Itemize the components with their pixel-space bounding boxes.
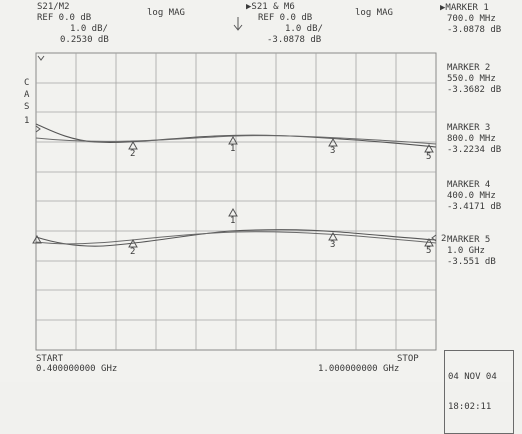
side-label-c: C <box>24 78 30 88</box>
plot-grid <box>36 53 436 350</box>
upper-trace-label-2: 2 <box>130 149 136 159</box>
marker-3-label: MARKER 3 <box>447 123 491 133</box>
left-marker-value: 0.2530 dB <box>60 35 109 45</box>
right-format-label: log MAG <box>355 8 393 18</box>
left-ref-label: REF 0.0 dB <box>37 13 92 23</box>
marker-5-value: -3.551 dB <box>447 257 496 267</box>
marker-4-freq: 400.0 MHz <box>447 191 496 201</box>
lower-trace-label-5: 5 <box>426 246 432 256</box>
trace-plot <box>32 17 437 351</box>
marker-3-value: -3.2234 dB <box>447 145 502 155</box>
marker-5-label: MARKER 5 <box>447 235 491 245</box>
upper-trace-label-3: 3 <box>330 146 336 156</box>
upper-trace-b <box>35 135 437 145</box>
timestamp-box: 04 NOV 04 18:02:11 <box>444 350 514 434</box>
top-left-marker-icon <box>37 55 45 61</box>
start-value: 0.400000000 GHz <box>36 364 118 374</box>
network-analyzer-screen: S21/M2 log MAG REF 0.0 dB 1.0 dB/ 0.2530… <box>24 2 514 434</box>
left-channel-label: S21/M2 <box>37 2 70 12</box>
lower-trace-label-3: 3 <box>330 240 336 250</box>
marker-1-freq: 700.0 MHz <box>447 14 496 24</box>
reference-position-label: 1 <box>24 116 30 126</box>
top-center-marker-icon <box>233 17 243 31</box>
marker-4-value: -3.4171 dB <box>447 202 502 212</box>
start-label: START <box>36 354 64 364</box>
marker-2-value: -3.3682 dB <box>447 85 502 95</box>
lower-marker-arrows <box>32 207 434 248</box>
side-label-s: S <box>24 102 30 112</box>
stop-label: STOP <box>397 354 419 364</box>
marker-1-value: -3.0878 dB <box>447 25 502 35</box>
right-marker-value: -3.0878 dB <box>267 35 322 45</box>
right-ref-label: REF 0.0 dB <box>258 13 313 23</box>
side-label-a: A <box>24 90 30 100</box>
lower-trace-b <box>35 231 437 245</box>
lower-trace-a <box>35 229 437 247</box>
lower-right-reference-label: 2 <box>441 234 447 244</box>
upper-marker-arrows <box>128 135 434 153</box>
marker-1-label: ▶MARKER 1 <box>440 3 489 13</box>
marker-3-freq: 800.0 MHz <box>447 134 496 144</box>
upper-trace-label-1: 1 <box>230 144 236 154</box>
right-scale-label: 1.0 dB/ <box>285 24 323 34</box>
upper-trace-label-5: 5 <box>426 152 432 162</box>
time-text: 18:02:11 <box>448 402 492 412</box>
date-text: 04 NOV 04 <box>448 372 497 382</box>
lower-trace-label-1: 1 <box>230 216 236 226</box>
left-reference-arrow <box>35 125 41 133</box>
right-channel-label: ▶S21 & M6 <box>246 2 295 12</box>
lower-trace-label-2: 2 <box>130 247 136 257</box>
marker-4-label: MARKER 4 <box>447 180 491 190</box>
marker-5-freq: 1.0 GHz <box>447 246 485 256</box>
left-scale-label: 1.0 dB/ <box>70 24 108 34</box>
marker-2-label: MARKER 2 <box>447 63 491 73</box>
left-format-label: log MAG <box>147 8 185 18</box>
stop-value: 1.000000000 GHz <box>318 364 400 374</box>
marker-2-freq: 550.0 MHz <box>447 74 496 84</box>
